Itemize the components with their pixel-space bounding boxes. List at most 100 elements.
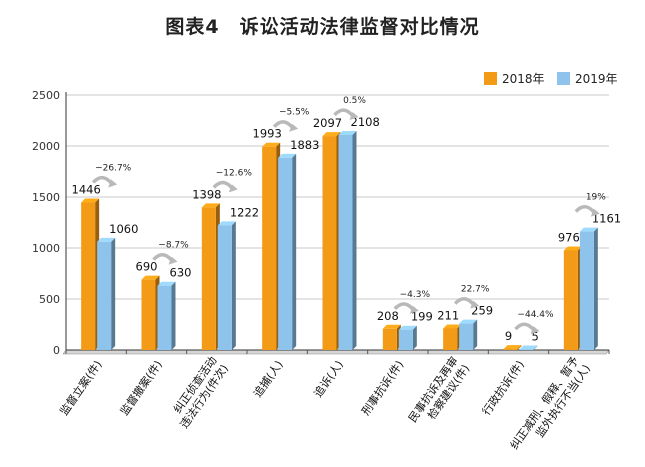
change-label: −8.7% [158, 241, 189, 251]
legend-swatch-2018 [484, 72, 497, 85]
bar-2019-side [473, 319, 478, 350]
legend-label-2018: 2018年 [502, 72, 545, 86]
change-label: −26.7% [95, 164, 132, 174]
bar-2019 [97, 241, 112, 350]
data-label-2018: 208 [377, 309, 399, 323]
x-category-label-line: 监督撤案(件) [117, 358, 165, 418]
data-label-2018: 1446 [72, 183, 101, 197]
y-tick-label: 500 [39, 293, 60, 306]
data-label-2018: 690 [136, 260, 158, 274]
data-label-2019: 1222 [230, 205, 259, 219]
bar-2018-top [382, 324, 401, 329]
x-category-label-line: 行政抗诉(件) [479, 358, 527, 418]
bar-2018-top [141, 275, 160, 280]
bar-2019-side [292, 153, 297, 350]
change-label: 22.7% [461, 285, 490, 295]
data-label-2019: 5 [532, 329, 539, 343]
change-label: 0.5% [343, 96, 366, 106]
x-category-label: 监督立案(件) [57, 358, 105, 418]
bar-2019 [278, 157, 293, 350]
bar-2019 [398, 329, 413, 350]
bar-2019-side [352, 130, 357, 350]
bar-2018-top [262, 142, 281, 147]
data-label-2018: 9 [505, 329, 512, 343]
bar-2019 [157, 285, 172, 350]
legend-item-2018: 2018年 [484, 70, 545, 87]
y-tick-label: 2500 [32, 89, 60, 102]
change-label: −4.3% [400, 290, 431, 300]
bar-2018 [443, 328, 458, 350]
data-label-2019: 259 [471, 304, 493, 318]
bar-2018 [503, 349, 518, 350]
x-category-label: 民事抗诉及再审检察建议(件) [405, 354, 472, 433]
change-arrowhead [349, 111, 359, 120]
bar-2019-top [579, 227, 598, 232]
y-tick-label: 1000 [32, 242, 60, 255]
bar-2018-top [81, 198, 100, 203]
bar-2019-side [412, 325, 417, 350]
x-category-label-line: 追捕(人) [250, 358, 285, 400]
data-label-2018: 211 [437, 308, 459, 322]
data-label-2019: 1060 [109, 222, 138, 236]
change-label: −5.5% [279, 108, 310, 118]
legend-label-2019: 2019年 [575, 72, 618, 86]
bar-2019-side [533, 345, 538, 350]
bar-2019-side [171, 281, 176, 350]
bar-2018-top [443, 324, 462, 329]
x-category-label-line: 刑事抗诉(件) [358, 358, 406, 418]
chart-title: 图表4 诉讼活动法律监督对比情况 [165, 16, 480, 38]
data-label-2019: 1161 [592, 212, 621, 226]
bar-2019-side [593, 227, 598, 350]
bar-2018 [201, 207, 216, 350]
bar-2019-top [157, 281, 176, 286]
bar-2018-top [563, 246, 582, 251]
bar-2019-side [231, 221, 236, 350]
bar-2019 [217, 225, 232, 350]
bar-2018-side [517, 345, 522, 350]
bar-2019 [579, 231, 594, 350]
change-arrowhead [530, 326, 540, 335]
bar-2019-top [459, 319, 478, 324]
bar-2019-top [97, 237, 116, 242]
bar-2019-top [338, 130, 357, 135]
change-label: −12.6% [216, 168, 253, 178]
x-category-label: 追捕(人) [250, 358, 285, 400]
change-arrowhead [470, 300, 480, 309]
data-label-2018: 1993 [253, 127, 282, 141]
data-label-2018: 1398 [192, 187, 221, 201]
change-arrowhead [289, 123, 299, 132]
bar-2018 [322, 136, 337, 350]
bar-2019-top [398, 325, 417, 330]
bar-2018 [563, 250, 578, 350]
bar-2018 [141, 279, 156, 350]
change-arrowhead [108, 179, 118, 188]
bar-2018-top [201, 203, 220, 208]
bar-2019-top [278, 153, 297, 158]
data-label-2019: 199 [411, 310, 433, 324]
chart-floor [62, 349, 610, 355]
y-tick-label: 2000 [32, 140, 60, 153]
bar-2019 [338, 134, 353, 350]
bar-2018-top [503, 345, 522, 350]
y-tick-label: 1500 [32, 191, 60, 204]
legend-swatch-2019 [557, 72, 570, 85]
legend-item-2019: 2019年 [557, 70, 618, 87]
y-tick-label: 0 [53, 344, 60, 357]
bar-2018 [262, 146, 277, 350]
change-arrowhead [168, 256, 178, 265]
bar-2019 [459, 323, 474, 350]
x-category-label: 刑事抗诉(件) [358, 358, 406, 418]
bar-2018-top [322, 132, 341, 137]
x-category-label: 监督撤案(件) [117, 358, 165, 418]
x-category-label: 追诉(人) [311, 358, 346, 400]
change-arrowhead [409, 305, 419, 314]
x-category-label-line: 监督立案(件) [57, 358, 105, 418]
data-label-2019: 1883 [290, 138, 319, 152]
data-label-2019: 2108 [351, 115, 380, 129]
bar-2019 [519, 349, 534, 350]
change-label: 19% [586, 193, 606, 203]
data-label-2019: 630 [170, 266, 192, 280]
data-label-2018: 976 [558, 230, 580, 244]
bar-2018 [382, 328, 397, 350]
change-arrowhead [590, 208, 600, 217]
